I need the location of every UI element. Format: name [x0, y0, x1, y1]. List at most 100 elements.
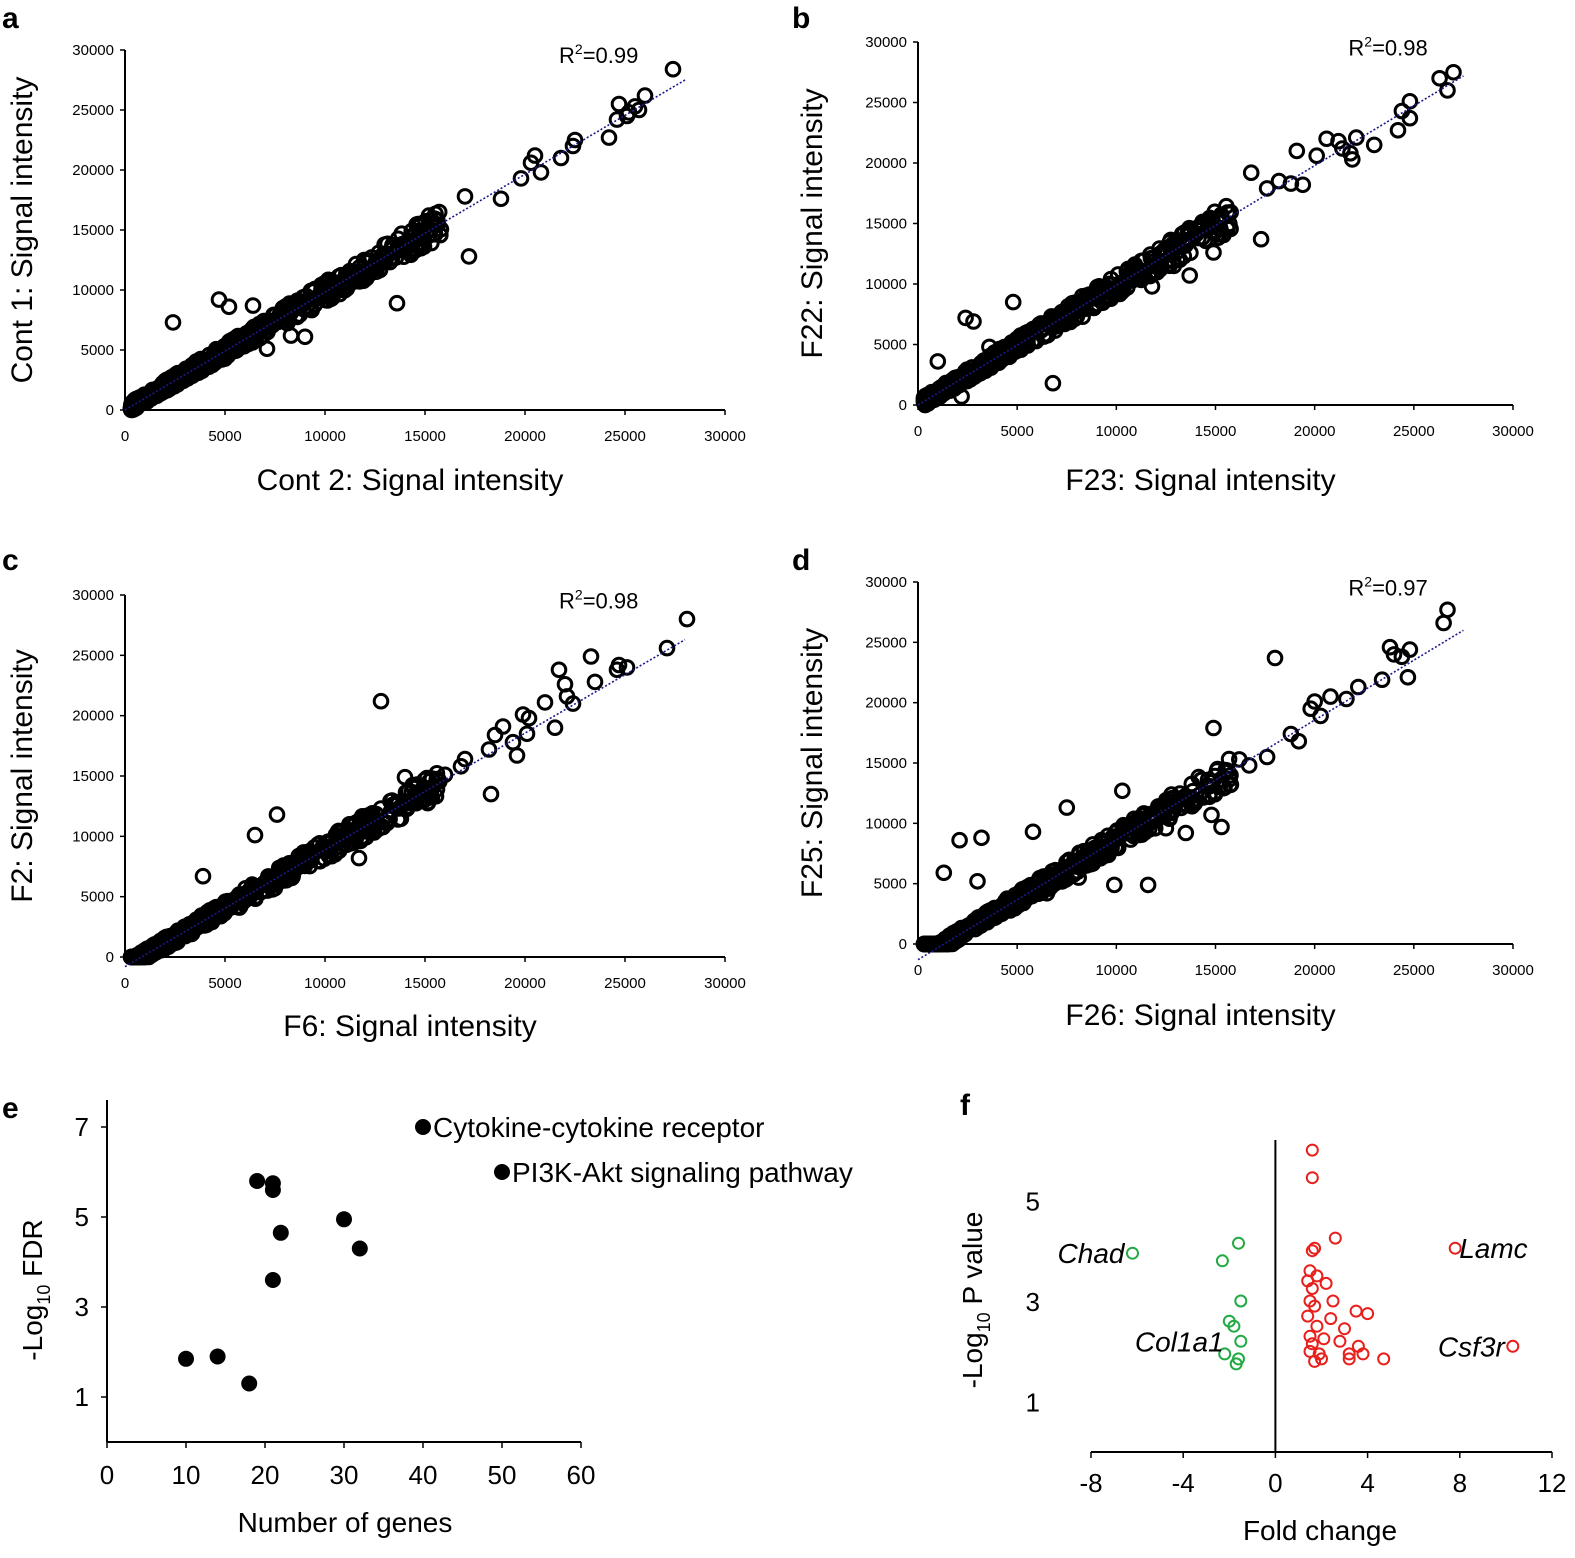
y-axis-title-subscript: 10: [34, 1285, 54, 1305]
up-regulated-point: [1506, 1339, 1520, 1353]
x-tick-label: 30000: [1492, 423, 1534, 440]
data-point: [1401, 93, 1419, 110]
y-tick-label: 25000: [865, 634, 907, 651]
y-axis-title: F25: Signal intensity: [796, 628, 829, 898]
data-point: [381, 810, 398, 828]
y-axis-title: -Log10 FDR: [17, 1219, 54, 1360]
data-point: [241, 330, 259, 348]
data-point: [1266, 649, 1284, 667]
x-tick-label: 10000: [1095, 423, 1137, 440]
data-point: [1184, 782, 1202, 800]
data-point: [456, 750, 474, 768]
x-axis-title: F26: Signal intensity: [1065, 999, 1335, 1032]
up-regulated-point: [1308, 1299, 1322, 1313]
data-point: [920, 935, 938, 953]
x-tick-label: 25000: [1393, 962, 1435, 979]
y-tick-label: 5: [1026, 1186, 1040, 1216]
data-point: [372, 692, 390, 710]
data-point: [249, 1173, 266, 1189]
data-point: [1106, 876, 1123, 894]
data-point: [1177, 824, 1195, 842]
r-squared-value: =0.97: [1372, 575, 1428, 600]
x-tick-label: 8: [1453, 1468, 1467, 1498]
y-tick-label: 20000: [72, 162, 114, 179]
data-point: [1399, 669, 1417, 686]
data-point: [953, 388, 970, 405]
data-point: [1049, 864, 1066, 882]
y-tick-label: 1: [1026, 1388, 1040, 1418]
y-tick-label: 30000: [865, 34, 907, 51]
data-point: [1173, 225, 1191, 243]
data-point: [1024, 823, 1042, 841]
data-point: [1203, 806, 1220, 824]
panel-a: a 0 5000 10000 15000 20000 25000 30000 0 5000 1000…: [2, 2, 746, 497]
y-tick-label: 25000: [865, 95, 907, 112]
point-cloud: [915, 601, 1456, 953]
x-axis-title: F6: Signal intensity: [283, 1010, 536, 1043]
y-tick-label: 5000: [81, 342, 114, 359]
up-regulated-point: [1315, 1352, 1328, 1366]
y-tick-label: 15000: [865, 755, 907, 772]
data-point: [350, 849, 368, 867]
data-point: [610, 656, 628, 674]
panel-label: a: [2, 2, 19, 35]
data-point: [1205, 719, 1222, 737]
data-point: [1032, 870, 1049, 888]
y-axis-title: F22: Signal intensity: [796, 88, 829, 358]
y-tick-label: 3: [75, 1292, 89, 1322]
panel-label: d: [792, 544, 810, 577]
r-squared-value: =0.98: [583, 588, 639, 613]
data-point: [366, 262, 384, 280]
up-regulated-point: [1342, 1347, 1356, 1361]
data-point: [376, 253, 394, 271]
y-tick-label: 7: [75, 1112, 89, 1142]
data-point: [382, 792, 399, 810]
data-point: [1074, 308, 1091, 326]
data-point: [1094, 847, 1112, 864]
up-regulated-point: [1303, 1329, 1317, 1343]
x-tick-label: 20: [251, 1460, 280, 1490]
data-point: [456, 188, 474, 205]
x-tick-label: 20000: [504, 975, 546, 992]
y-tick-label: 20000: [865, 155, 907, 172]
up-regulated-point: [1305, 1143, 1319, 1157]
data-point: [432, 226, 449, 244]
data-point: [1126, 256, 1144, 273]
data-point: [658, 639, 676, 657]
trend-line: [124, 79, 686, 411]
x-tick-label: 12: [1538, 1468, 1567, 1498]
data-point: [420, 207, 438, 224]
data-point: [216, 350, 234, 367]
data-point: [1076, 292, 1093, 310]
data-point: [630, 101, 648, 119]
data-point: [209, 1348, 226, 1365]
r-squared-letter: R: [1348, 35, 1364, 60]
data-point: [494, 1164, 510, 1180]
down-regulated-point: [1126, 1246, 1139, 1260]
up-regulated-point: [1338, 1322, 1351, 1336]
x-tick-label: 20000: [504, 428, 546, 445]
pathway-label: Cytokine-cytokine receptor: [433, 1112, 764, 1143]
y-tick-label: 15000: [72, 222, 114, 239]
y-tick-label: 30000: [72, 42, 114, 59]
panel-b: b 0 5000 10000 15000 20000 25000 30000 0 5000 1000…: [792, 2, 1534, 497]
gene-label: Lamc: [1459, 1233, 1527, 1264]
x-tick-label: 0: [914, 423, 922, 440]
y-tick-label: 25000: [72, 647, 114, 664]
data-point: [175, 924, 193, 941]
y-tick-label: 10000: [865, 276, 907, 293]
data-point: [1252, 230, 1270, 248]
data-point: [1006, 891, 1024, 908]
y-tick-label: 25000: [72, 102, 114, 119]
data-point: [299, 298, 316, 315]
data-point: [482, 785, 500, 803]
x-tick-label: 10: [172, 1460, 201, 1490]
y-axis-title: F2: Signal intensity: [6, 649, 39, 902]
data-point: [1110, 279, 1127, 297]
data-point: [965, 313, 982, 330]
up-regulated-point: [1333, 1334, 1347, 1348]
y-axis-title-tail: FDR: [17, 1219, 48, 1284]
x-axis-title: F23: Signal intensity: [1065, 464, 1335, 497]
data-point: [1282, 175, 1300, 192]
r-squared-letter: R: [559, 588, 575, 613]
